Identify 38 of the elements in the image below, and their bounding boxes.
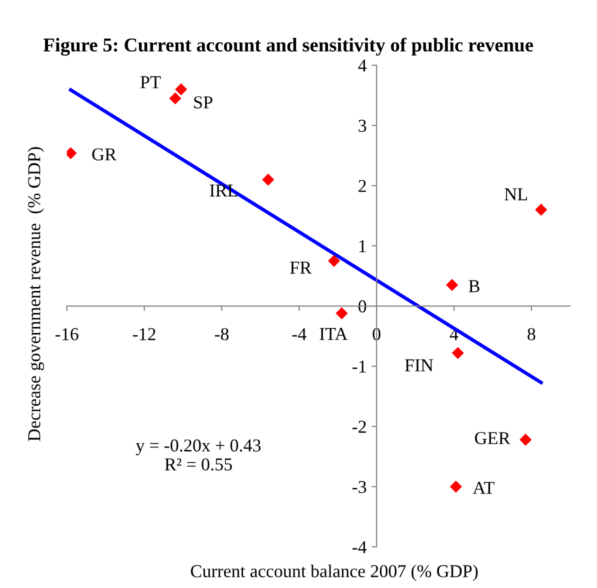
point — [175, 83, 188, 96]
annotation: y = -0.20x + 0.43 R² = 0.55 — [136, 439, 261, 471]
point — [452, 346, 464, 360]
point — [262, 174, 274, 186]
y-tick-label: -2 — [352, 420, 366, 433]
annotation: PT — [140, 76, 161, 88]
point — [535, 204, 548, 216]
annotation: FR — [290, 262, 312, 274]
point — [336, 307, 348, 320]
y-tick-label: -4 — [352, 541, 367, 554]
y-tick-label: 3 — [358, 120, 366, 132]
x-tick-label: -12 — [132, 328, 156, 340]
point — [169, 92, 182, 104]
annotation: ITA — [320, 328, 348, 340]
annotation: SP — [194, 96, 212, 108]
point — [446, 278, 458, 292]
x-tick-label: 8 — [528, 328, 536, 340]
annotation: FIN — [404, 359, 434, 372]
annotation: GR — [92, 148, 117, 160]
x-tick-label: -4 — [292, 328, 306, 340]
point — [328, 254, 340, 267]
y-tick-label: 4 — [358, 60, 367, 72]
point — [520, 434, 532, 446]
x-tick-label: -16 — [56, 328, 78, 340]
x-tick-label: -8 — [214, 328, 229, 340]
y-tick-label: -3 — [352, 480, 366, 494]
annotation: GER — [474, 432, 510, 444]
annotation: NL — [504, 188, 528, 200]
annotation: B — [468, 280, 480, 292]
y-tick-label: 1 — [359, 240, 366, 252]
point — [450, 480, 462, 493]
chart-title: Figure 5: Current account and sensitivity of public revenue — [43, 38, 534, 56]
y-axis-title: Decrease government revenue (% GDP) — [28, 147, 44, 442]
y-tick-label: -1 — [352, 360, 366, 373]
x-tick-label: 0 — [372, 328, 380, 340]
y-tick-label: 2 — [358, 180, 366, 192]
annotation: AT — [472, 482, 494, 494]
x-axis-title: Current account balance 2007 (% GDP) — [190, 564, 478, 581]
